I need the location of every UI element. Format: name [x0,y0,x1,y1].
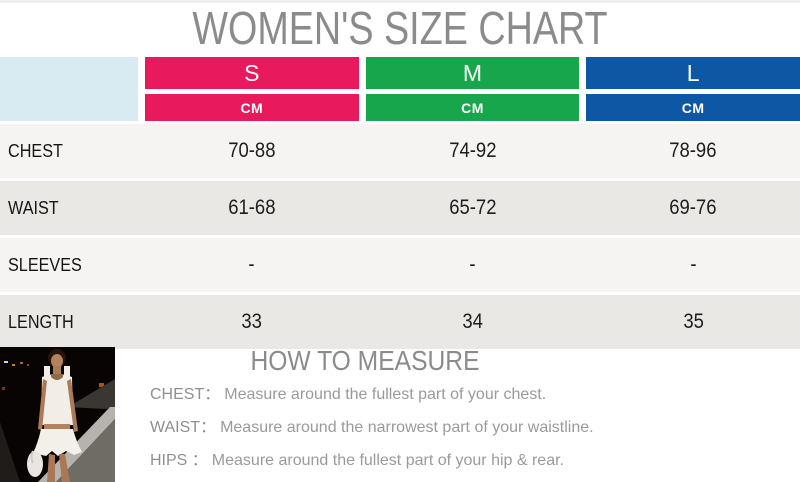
size-s-unit: CM [145,94,359,121]
measure-item-hips: HIPS ： Measure around the fullest part of… [150,451,710,470]
table-row-waist: WAIST 61-68 65-72 69-76 [0,181,800,235]
page-title: WOMEN'S SIZE CHART [192,2,608,54]
sleeves-value-l: - [690,253,697,276]
measure-item-waist: WAIST： Measure around the narrowest part … [150,418,710,437]
chest-value-m: 74-92 [448,139,497,162]
chest-value-s: 70-88 [228,139,276,162]
column-size-m: M CM [365,57,580,121]
size-table: S CM M CM L CM CHEST 70-88 74-92 78-96 W… [0,57,800,349]
length-value-m: 34 [462,310,483,333]
top-divider [0,0,800,3]
size-l-unit: CM [586,94,800,121]
how-to-measure-list: CHEST： Measure around the fullest part of… [150,385,710,482]
measure-text: Measure around the narrowest part of you… [220,419,594,436]
size-table-header: S CM M CM L CM [0,57,800,121]
measure-label: CHEST： [150,386,221,403]
table-row-chest: CHEST 70-88 74-92 78-96 [0,124,800,178]
model-photo-image [0,347,115,482]
sleeves-value-m: - [469,253,476,276]
table-row-length: LENGTH 33 34 35 [0,295,800,349]
length-value-l: 35 [682,310,704,333]
waist-value-l: 69-76 [669,196,717,219]
row-label-chest: CHEST [8,140,63,161]
sleeves-value-s: - [248,253,255,276]
waist-value-s: 61-68 [228,196,276,219]
chest-value-l: 78-96 [669,139,717,162]
measure-label: WAIST： [150,419,217,436]
size-l-header: L [586,57,800,89]
size-s-header: S [145,57,359,89]
length-value-s: 33 [241,310,263,333]
size-m-unit: CM [365,94,580,121]
column-size-l: L CM [586,57,800,121]
waist-value-m: 65-72 [448,196,497,219]
measure-text: Measure around the fullest part of your … [211,452,564,469]
measure-label: HIPS ： [150,452,208,469]
column-size-s: S CM [145,57,359,121]
size-m-header: M [365,57,580,89]
table-row-sleeves: SLEEVES - - - [0,238,800,292]
corner-cell [0,57,138,121]
how-to-measure-title: HOW TO MEASURE [250,345,480,376]
measure-item-chest: CHEST： Measure around the fullest part of… [150,385,710,404]
model-photo [0,347,115,482]
size-table-body: CHEST 70-88 74-92 78-96 WAIST 61-68 65-7… [0,124,800,349]
row-label-length: LENGTH [8,311,74,332]
measure-text: Measure around the fullest part of your … [224,386,547,403]
row-label-waist: WAIST [8,197,59,218]
row-label-sleeves: SLEEVES [8,254,82,275]
